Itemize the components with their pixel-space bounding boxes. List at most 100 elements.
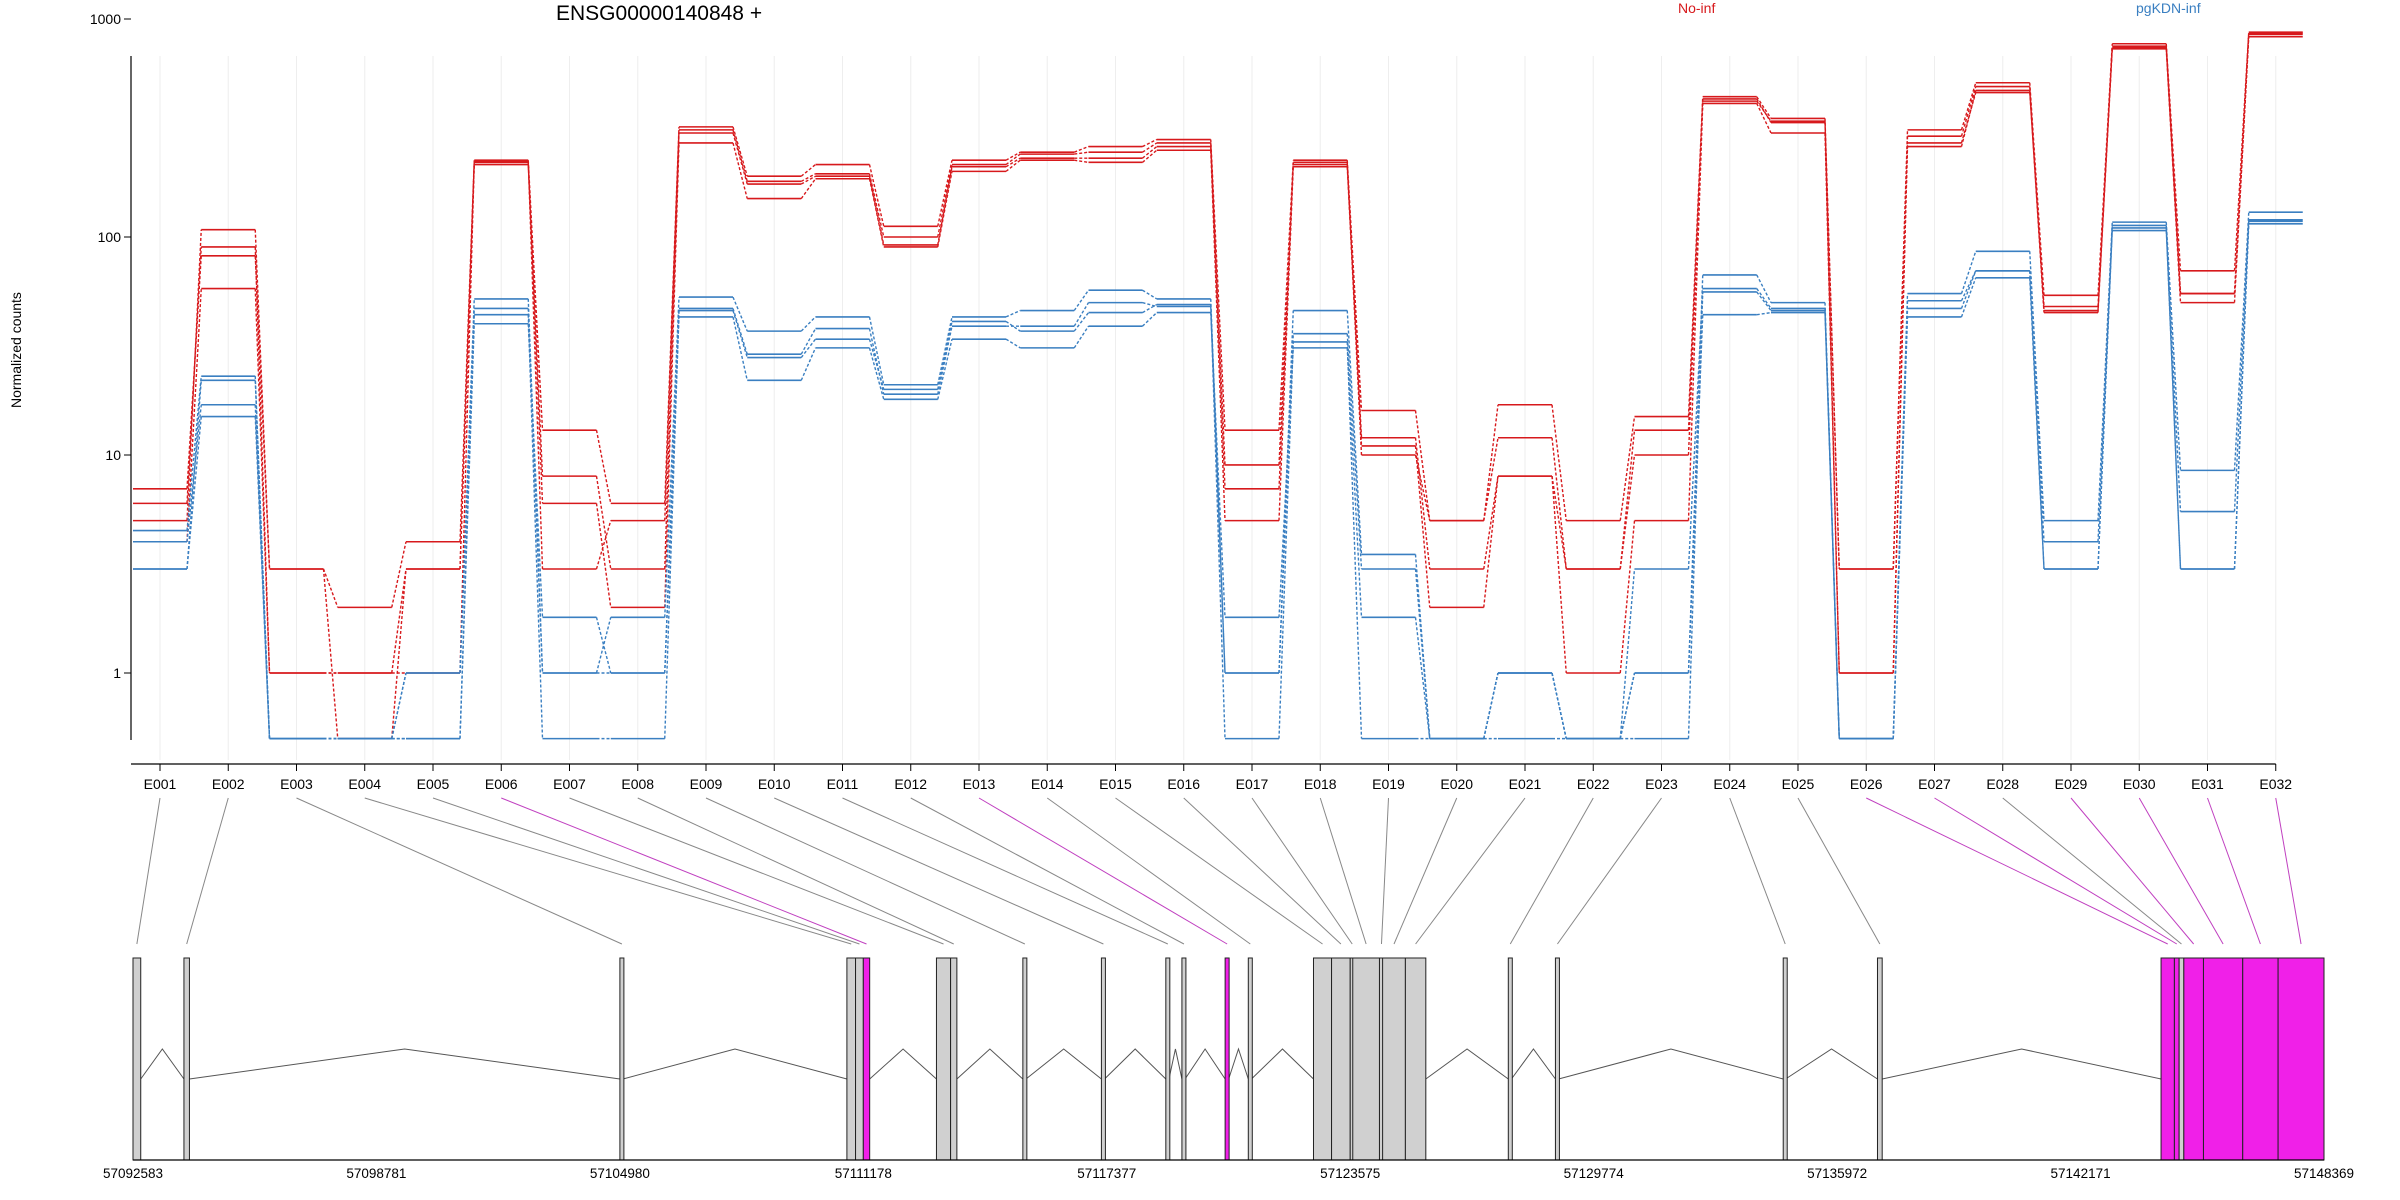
- connector-e010: [774, 797, 1104, 945]
- connector-segment: [868, 338, 885, 390]
- connector-segment: [1756, 311, 1772, 316]
- connector-segment: [1210, 150, 1226, 521]
- connector-segment: [595, 503, 612, 608]
- exon-box-e007: [935, 957, 952, 1161]
- connector-segment: [1073, 302, 1090, 327]
- connector-segment: [1142, 312, 1158, 327]
- connector-segment: [527, 161, 544, 570]
- exon-connector-lines: [136, 797, 2302, 945]
- connector-segment: [1687, 98, 1704, 431]
- x-tick-label-e019: E019: [1372, 776, 1405, 792]
- x-tick-label-e011: E011: [827, 776, 859, 792]
- intron-line: [1882, 1048, 2162, 1080]
- connector-segment: [2165, 46, 2182, 294]
- exon-box-e024: [1782, 957, 1788, 1161]
- connector-segment: [1278, 160, 1294, 431]
- connector-segment: [2233, 221, 2250, 570]
- connector-e009: [705, 797, 1026, 945]
- connector-segment: [1414, 437, 1431, 570]
- exon-box-e011: [1165, 957, 1171, 1161]
- connector-segment: [1414, 554, 1431, 739]
- connector-segment: [527, 298, 544, 674]
- connector-segment: [2165, 222, 2182, 471]
- connector-segment: [1414, 617, 1431, 739]
- connector-segment: [254, 246, 271, 674]
- connector-segment: [937, 316, 953, 385]
- connector-e021: [1415, 797, 1526, 945]
- connector-segment: [1960, 270, 1977, 309]
- exon-box-e005: [855, 957, 864, 1161]
- connector-segment: [1551, 437, 1567, 570]
- x-tick-label-e017: E017: [1236, 776, 1269, 792]
- x-tick-label-e025: E025: [1782, 776, 1815, 792]
- x-tick-label-e009: E009: [690, 776, 723, 792]
- x-tick-label-e020: E020: [1440, 776, 1473, 792]
- connector-segment: [1005, 159, 1021, 172]
- connector-segment: [800, 347, 817, 381]
- connector-segment: [1073, 325, 1090, 349]
- exon-box-e004: [846, 957, 857, 1161]
- x-tick-label-e005: E005: [417, 776, 450, 792]
- connector-segment: [800, 338, 817, 358]
- connector-segment: [1414, 410, 1431, 521]
- connector-segment: [1824, 302, 1840, 739]
- genomic-tick-label: 57142171: [2051, 1166, 2111, 1181]
- connector-segment: [1619, 430, 1636, 570]
- exon-box-e032: [2277, 957, 2325, 1161]
- connector-segment: [1551, 476, 1567, 570]
- connector-segment: [595, 617, 612, 674]
- connector-e032: [2275, 797, 2302, 945]
- connector-segment: [527, 160, 544, 431]
- connector-e031: [2207, 797, 2261, 945]
- x-tick-label-e003: E003: [280, 776, 313, 792]
- y-tick-label-1: 1: [113, 665, 121, 681]
- connector-segment: [1824, 310, 1840, 739]
- connector-segment: [595, 617, 612, 674]
- x-tick-label-e012: E012: [894, 776, 927, 792]
- connector-segment: [1210, 304, 1226, 739]
- chart-title: ENSG00000140848 +: [556, 2, 763, 25]
- connector-segment: [664, 129, 680, 521]
- x-tick-label-e007: E007: [553, 776, 586, 792]
- connector-segment: [1142, 303, 1158, 314]
- connector-segment: [1687, 274, 1704, 674]
- connector-segment: [1073, 289, 1090, 311]
- connector-segment: [1756, 274, 1772, 303]
- intron-line: [1425, 1048, 1509, 1080]
- connector-segment: [1210, 312, 1226, 618]
- exon-box-e015: [1312, 957, 1333, 1161]
- connector-segment: [1687, 288, 1704, 570]
- exon-box-e002: [183, 957, 190, 1161]
- count-axes: 1 10 100 1000: [90, 11, 2276, 765]
- connector-segment: [186, 376, 202, 531]
- connector-e006: [501, 797, 867, 945]
- connector-segment: [732, 129, 748, 182]
- exon-box-e010: [1100, 957, 1106, 1161]
- connector-segment: [2097, 225, 2113, 570]
- connector-e020: [1393, 797, 1458, 945]
- connector-segment: [868, 347, 885, 400]
- connector-segment: [2029, 251, 2045, 521]
- connector-segment: [1824, 122, 1840, 570]
- connector-segment: [1210, 139, 1226, 431]
- connector-e022: [1509, 797, 1594, 945]
- connector-segment: [1346, 333, 1363, 570]
- connector-segment: [391, 568, 407, 739]
- intron-line: [1025, 1048, 1102, 1080]
- connector-e014: [1046, 797, 1251, 945]
- connector-segment: [1346, 160, 1363, 411]
- connector-segment: [2097, 46, 2113, 311]
- connector-segment: [1142, 149, 1158, 163]
- exon-box-e030: [2202, 957, 2244, 1161]
- exon-box-e025: [1876, 957, 1883, 1161]
- connector-segment: [1278, 166, 1294, 521]
- connector-e019: [1380, 797, 1389, 945]
- connector-segment: [2233, 212, 2250, 471]
- connector-segment: [1005, 157, 1021, 168]
- connector-segment: [2165, 227, 2182, 570]
- connector-e015: [1115, 797, 1323, 945]
- connector-segment: [868, 316, 885, 385]
- connector-segment: [800, 175, 816, 185]
- connector-segment: [937, 338, 953, 400]
